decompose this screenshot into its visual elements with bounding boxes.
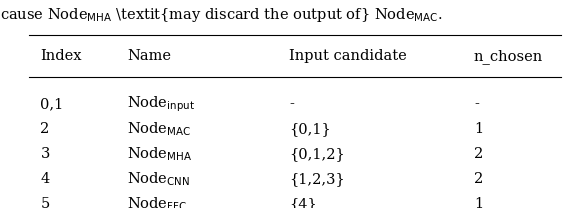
Text: {0,1,2}: {0,1,2} — [289, 147, 344, 161]
Text: 5: 5 — [40, 197, 50, 208]
Text: Node$_{\mathrm{MHA}}$: Node$_{\mathrm{MHA}}$ — [127, 145, 192, 163]
Text: 2: 2 — [474, 147, 483, 161]
Text: Node$_{\mathrm{input}}$: Node$_{\mathrm{input}}$ — [127, 94, 195, 114]
Text: {1,2,3}: {1,2,3} — [289, 172, 344, 186]
Text: {0,1}: {0,1} — [289, 122, 331, 136]
Text: 4: 4 — [40, 172, 50, 186]
Text: Index: Index — [40, 49, 82, 63]
Text: Input candidate: Input candidate — [289, 49, 407, 63]
Text: 1: 1 — [474, 197, 483, 208]
Text: -: - — [474, 97, 479, 111]
Text: -: - — [289, 97, 294, 111]
Text: {4}: {4} — [289, 197, 317, 208]
Text: Node$_{\mathrm{CNN}}$: Node$_{\mathrm{CNN}}$ — [127, 170, 190, 188]
Text: 1: 1 — [474, 122, 483, 136]
Text: n_chosen: n_chosen — [474, 49, 543, 64]
Text: 0,1: 0,1 — [40, 97, 64, 111]
Text: 2: 2 — [40, 122, 50, 136]
Text: Name: Name — [127, 49, 171, 63]
Text: 3: 3 — [40, 147, 50, 161]
Text: cause Node$_{\mathrm{MHA}}$ \textit{may discard the output of} Node$_{\mathrm{MA: cause Node$_{\mathrm{MHA}}$ \textit{may … — [0, 6, 443, 24]
Text: Node$_{\mathrm{MAC}}$: Node$_{\mathrm{MAC}}$ — [127, 120, 191, 138]
Text: Node$_{\mathrm{FFC}}$: Node$_{\mathrm{FFC}}$ — [127, 195, 187, 208]
Text: 2: 2 — [474, 172, 483, 186]
